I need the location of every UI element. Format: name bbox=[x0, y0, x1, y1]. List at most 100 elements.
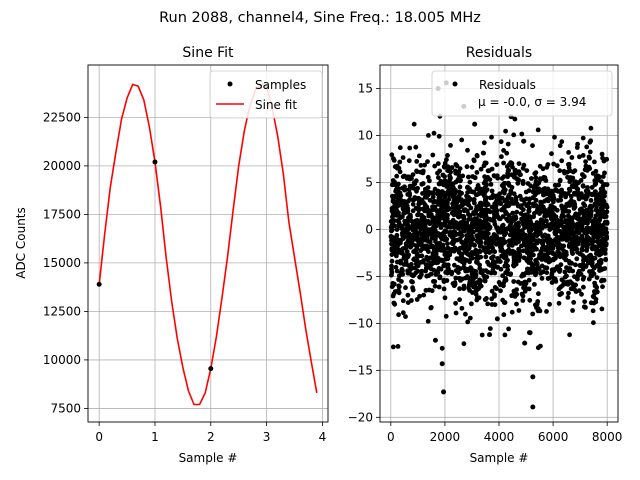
residual-point bbox=[451, 224, 457, 230]
residual-point bbox=[534, 301, 540, 307]
legend-residuals-label: Residuals bbox=[479, 78, 536, 92]
residual-point bbox=[412, 248, 418, 253]
residual-point bbox=[388, 233, 394, 239]
residual-point bbox=[397, 145, 403, 151]
x-tick-label: 6000 bbox=[538, 430, 569, 444]
residual-point bbox=[511, 292, 516, 297]
residual-point bbox=[465, 190, 470, 195]
residual-point bbox=[510, 164, 515, 170]
residual-point bbox=[422, 208, 428, 214]
residual-point bbox=[488, 182, 494, 187]
residual-point bbox=[585, 185, 590, 190]
residual-point bbox=[540, 269, 546, 275]
residual-point bbox=[472, 121, 478, 127]
residual-point bbox=[410, 172, 416, 178]
residual-point bbox=[407, 145, 413, 151]
residual-point bbox=[577, 223, 583, 228]
residual-point bbox=[575, 229, 581, 235]
residual-point bbox=[595, 222, 601, 227]
residual-point bbox=[444, 269, 450, 275]
residual-point bbox=[455, 221, 461, 227]
residual-point bbox=[549, 207, 554, 212]
residual-point bbox=[394, 183, 400, 189]
residual-point bbox=[408, 243, 413, 249]
legend-residuals-marker bbox=[452, 81, 458, 87]
residual-point bbox=[601, 194, 606, 200]
residual-point bbox=[407, 215, 412, 220]
residual-point bbox=[521, 272, 527, 278]
residual-point bbox=[390, 283, 396, 288]
residual-point bbox=[394, 165, 400, 171]
residual-point bbox=[578, 178, 584, 183]
residual-point bbox=[446, 246, 452, 252]
residual-point bbox=[570, 239, 576, 245]
residual-point bbox=[446, 196, 452, 202]
residual-point bbox=[457, 297, 462, 303]
residual-point bbox=[475, 280, 480, 285]
residual-point bbox=[468, 265, 473, 271]
residual-point bbox=[436, 218, 441, 224]
residuals-y-ticks: −20 −15 −10 −5 0 5 10 15 bbox=[348, 81, 380, 424]
residual-point bbox=[408, 184, 414, 190]
residual-point bbox=[593, 189, 598, 195]
sine-fit-legend: Samples Sine fit bbox=[209, 70, 323, 119]
residual-point bbox=[526, 286, 532, 292]
residual-point bbox=[394, 173, 400, 179]
residual-point bbox=[490, 195, 495, 201]
residual-point bbox=[522, 201, 527, 206]
residual-point bbox=[487, 332, 493, 338]
residual-point bbox=[497, 259, 503, 264]
residual-point bbox=[472, 243, 477, 248]
residual-point bbox=[503, 211, 509, 216]
y-tick-label: 10000 bbox=[43, 353, 81, 367]
residual-point bbox=[410, 201, 416, 207]
residual-point bbox=[479, 332, 485, 338]
residual-point bbox=[580, 216, 585, 222]
residual-point bbox=[566, 186, 572, 192]
sine-fit-x-label: Sample # bbox=[179, 451, 238, 465]
residual-point bbox=[522, 279, 528, 285]
residual-point bbox=[487, 216, 493, 222]
residual-point bbox=[531, 203, 537, 209]
residual-point bbox=[533, 170, 539, 176]
residual-point bbox=[464, 164, 470, 170]
residual-point bbox=[481, 150, 486, 156]
residual-point bbox=[467, 179, 473, 185]
residual-point bbox=[511, 263, 517, 269]
residual-point bbox=[559, 230, 564, 235]
sine-fit-y-label: ADC Counts bbox=[14, 207, 28, 279]
residual-point bbox=[456, 250, 462, 256]
residual-point bbox=[441, 263, 447, 269]
residual-point bbox=[587, 253, 592, 259]
residual-point bbox=[426, 133, 431, 138]
residual-point bbox=[603, 231, 609, 237]
residual-point bbox=[589, 192, 595, 198]
residual-point bbox=[410, 208, 416, 214]
legend-sine-fit-label: Sine fit bbox=[255, 98, 297, 112]
residual-point bbox=[482, 225, 487, 231]
residual-point bbox=[416, 207, 422, 213]
residual-point bbox=[428, 220, 433, 226]
residual-point bbox=[507, 251, 513, 256]
residual-point bbox=[494, 225, 499, 230]
residual-point bbox=[412, 180, 417, 186]
residual-point bbox=[483, 249, 489, 255]
residual-point bbox=[428, 305, 434, 311]
residual-point bbox=[455, 264, 461, 270]
residual-point bbox=[460, 225, 465, 231]
residual-point bbox=[454, 163, 460, 169]
residual-point bbox=[519, 197, 524, 202]
residual-point bbox=[400, 298, 406, 304]
residual-point bbox=[483, 214, 489, 220]
residual-point bbox=[527, 246, 533, 251]
residual-point bbox=[391, 199, 397, 205]
residual-point bbox=[420, 170, 426, 176]
residual-point bbox=[508, 190, 514, 196]
residual-point bbox=[465, 147, 470, 153]
residual-point bbox=[501, 312, 507, 318]
residual-point bbox=[538, 217, 544, 223]
residual-point bbox=[477, 266, 483, 271]
residuals-x-ticks: 0 2000 4000 6000 8000 bbox=[387, 422, 622, 444]
residual-point bbox=[567, 177, 573, 182]
residual-point bbox=[515, 233, 520, 238]
